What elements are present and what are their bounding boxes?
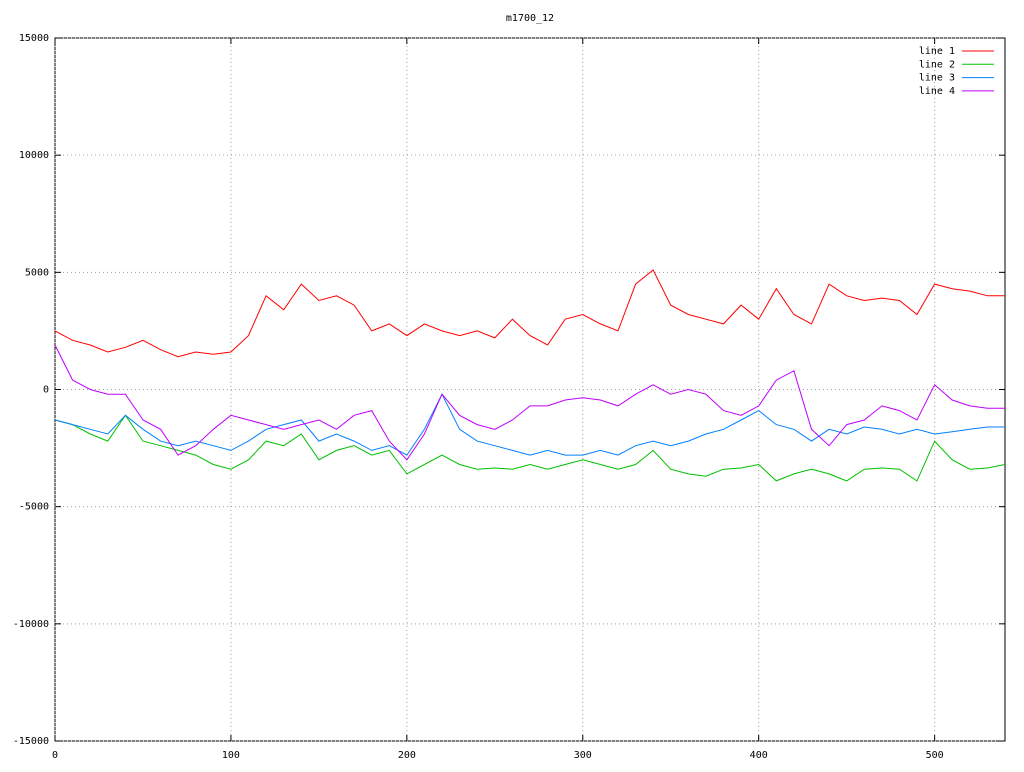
x-tick-label: 400 xyxy=(750,750,768,761)
legend-label: line 1 xyxy=(919,46,955,57)
x-tick-label: 500 xyxy=(926,750,944,761)
y-tick-label: -5000 xyxy=(19,502,49,513)
y-tick-label: 15000 xyxy=(19,33,49,44)
y-tick-label: 10000 xyxy=(19,150,49,161)
x-tick-label: 200 xyxy=(398,750,416,761)
data-line xyxy=(54,393,1005,456)
data-line xyxy=(54,414,1006,482)
x-tick-label: 100 xyxy=(222,750,240,761)
y-tick-label: 5000 xyxy=(25,267,49,278)
data-line xyxy=(54,344,1005,461)
y-tick-label: -15000 xyxy=(13,736,49,747)
plot-frame xyxy=(54,37,1006,742)
chart-title: m1700_12 xyxy=(506,13,554,24)
y-tick-label: -10000 xyxy=(13,619,49,630)
legend-label: line 3 xyxy=(919,73,955,84)
legend-label: line 4 xyxy=(919,86,955,97)
legend-label: line 2 xyxy=(919,59,955,70)
y-tick-label: 0 xyxy=(43,385,49,396)
x-tick-label: 0 xyxy=(52,750,58,761)
data-line xyxy=(54,269,1005,358)
x-tick-label: 300 xyxy=(574,750,592,761)
